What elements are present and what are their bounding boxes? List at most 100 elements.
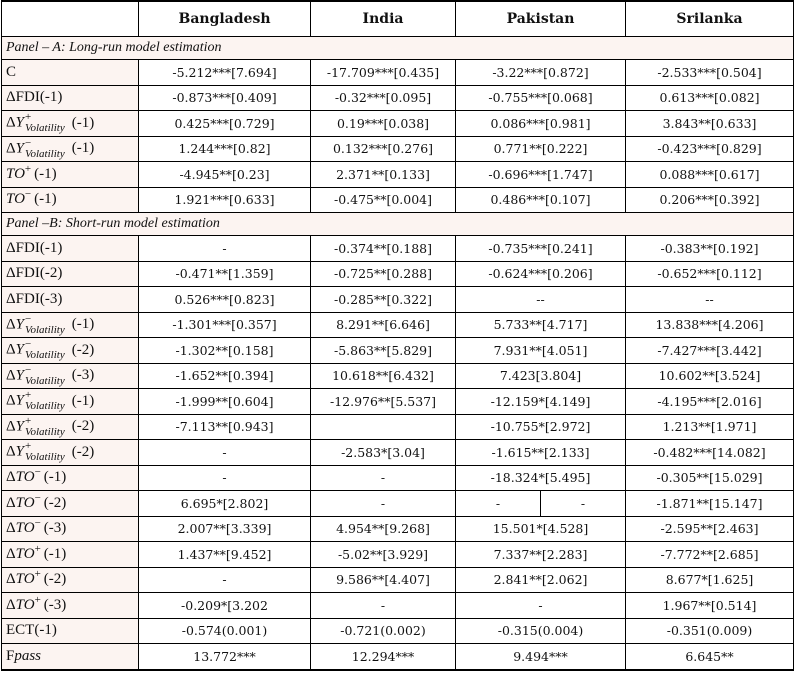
cell-bangladesh: -5.212***[7.694] xyxy=(138,59,311,86)
row-label: TO− (-1) xyxy=(1,186,139,213)
label-lag: (-3) xyxy=(71,367,95,384)
label-text: FDI xyxy=(15,290,40,307)
cell-india: -5.863**[5.829] xyxy=(310,337,456,364)
label-superscript: + xyxy=(25,414,32,427)
table-row: ΔY + Volatility (-1) -1.999**[0.604] -12.976*… xyxy=(1,388,794,415)
delta-symbol: Δ xyxy=(6,341,16,358)
label-variable: TO xyxy=(6,165,25,182)
panel-title: Panel – A: Long-run model estimation xyxy=(1,36,794,60)
label-script: + Volatility xyxy=(25,441,65,463)
label-superscript: − xyxy=(34,517,41,530)
row-label: ΔTO− (-3) xyxy=(1,515,139,542)
label-variable: TO xyxy=(15,596,35,613)
label-script: − Volatility xyxy=(25,312,65,336)
cell-bangladesh: - xyxy=(138,566,311,593)
cell-pakistan: 0.771**[0.222] xyxy=(455,135,626,162)
delta-symbol: Δ xyxy=(6,290,16,307)
label-lag: (-3) xyxy=(43,596,67,613)
label-lag: (-1) xyxy=(34,191,57,208)
row-label: ΔY + Volatility (-1) xyxy=(1,110,139,137)
table-row: Fpass 13.772*** 12.294*** 9.494*** 6.645** xyxy=(1,643,794,671)
label-variable: Y xyxy=(15,316,24,333)
table-row: TO− (-1) 1.921***[0.633] -0.475**[0.004] 0.4… xyxy=(1,186,794,213)
delta-symbol: Δ xyxy=(6,316,16,333)
table-row: ΔTO− (-2) 6.695*[2.802] - - - -1.871**[15.147] xyxy=(1,490,794,517)
cell-india: -2.583*[3.04] xyxy=(310,439,456,466)
cell-bangladesh: -1.652**[0.394] xyxy=(138,362,311,389)
cell-india: -17.709***[0.435] xyxy=(310,59,456,86)
header-india: India xyxy=(310,0,456,37)
label-variable: Y xyxy=(15,114,24,131)
label-lag: (-1) xyxy=(71,316,95,333)
table-row: ΔFDI(-1) -0.873***[0.409] -0.32***[0.095] -… xyxy=(1,84,794,111)
cell-india xyxy=(310,413,456,440)
cell-india: -0.285**[0.322] xyxy=(310,286,456,313)
row-label: ΔTO− (-2) xyxy=(1,490,139,517)
cell-srilanka: -2.595**[2.463] xyxy=(625,515,794,542)
label-lag: (-1) xyxy=(39,239,63,256)
table-row: ΔTO+ (-2) -9.586**[4.407] 2.841**[2.062] 8.6… xyxy=(1,566,794,593)
cell-bangladesh: -0.574(0.001) xyxy=(138,617,311,644)
cell-pakistan: -- xyxy=(455,490,626,517)
label-text: FDI xyxy=(15,239,40,256)
delta-symbol: Δ xyxy=(6,367,16,384)
table-row: ΔTO+ (-3) -0.209*[3.202- -1.967**[0.514] xyxy=(1,592,794,619)
delta-symbol: Δ xyxy=(6,443,16,460)
label-lag: (-3) xyxy=(43,520,67,537)
cell-srilanka: -0.383**[0.192] xyxy=(625,235,794,262)
delta-symbol: Δ xyxy=(6,520,16,537)
cell-india: -12.976**[5.537] xyxy=(310,388,456,415)
cell-srilanka: 6.645** xyxy=(625,643,794,671)
cell-part: - xyxy=(540,491,625,516)
label-lag: (-1) xyxy=(34,165,57,182)
cell-srilanka: 1.213**[1.971] xyxy=(625,413,794,440)
delta-symbol: Δ xyxy=(6,596,16,613)
cell-india: 0.19***[0.038] xyxy=(310,110,456,137)
cell-srilanka: -4.195***[2.016] xyxy=(625,388,794,415)
cell-pakistan: - xyxy=(455,592,626,619)
label-subscript: Volatility xyxy=(25,349,65,362)
cell-india: 0.132***[0.276] xyxy=(310,135,456,162)
row-label: ΔTO+ (-1) xyxy=(1,541,139,568)
row-label: ΔTO+ (-2) xyxy=(1,566,139,593)
cell-pakistan: -0.735***[0.241] xyxy=(455,235,626,262)
delta-symbol: Δ xyxy=(6,392,16,409)
cell-india: 4.954**[9.268] xyxy=(310,515,456,542)
label-script: − Volatility xyxy=(25,137,65,160)
cell-srilanka: -- xyxy=(625,286,794,313)
cell-srilanka: 0.088***[0.617] xyxy=(625,161,794,188)
cell-pakistan: -12.159*[4.149] xyxy=(455,388,626,415)
table-row: C -5.212***[7.694] -17.709***[0.435] -3.22*… xyxy=(1,59,794,86)
label-lag: (-2) xyxy=(71,341,95,358)
cell-india: -0.475**[0.004] xyxy=(310,186,456,213)
label-lag: (-1) xyxy=(43,545,67,562)
delta-symbol: Δ xyxy=(6,239,16,256)
label-lag: (-1) xyxy=(71,392,95,409)
delta-symbol: Δ xyxy=(6,469,16,486)
table-row: ΔTO− (-1) - - -18.324*[5.495] -0.305**[15.029… xyxy=(1,464,794,491)
row-label: ΔY − Volatility (-1) xyxy=(1,311,139,338)
cell-bangladesh: -4.945**[0.23] xyxy=(138,161,311,188)
label-superscript: − xyxy=(25,312,32,325)
label-superscript: + xyxy=(34,568,41,581)
delta-symbol: Δ xyxy=(6,114,16,131)
label-variable: TO xyxy=(15,520,35,537)
cell-bangladesh: 0.425***[0.729] xyxy=(138,110,311,137)
cell-srilanka: -0.652***[0.112] xyxy=(625,260,794,287)
cell-india: 8.291**[6.646] xyxy=(310,311,456,338)
split-cell: -- xyxy=(456,491,625,516)
label-lag: (-1) xyxy=(43,469,67,486)
cell-bangladesh: -0.209*[3.202 xyxy=(138,592,311,619)
cell-pakistan: -0.624***[0.206] xyxy=(455,260,626,287)
label-lag: (-1) xyxy=(39,89,63,106)
label-text: C xyxy=(6,63,17,80)
row-label: ΔY − Volatility (-3) xyxy=(1,362,139,389)
row-label: ΔFDI(-2) xyxy=(1,260,139,287)
label-superscript: + xyxy=(25,111,32,124)
cell-pakistan: 0.086***[0.981] xyxy=(455,110,626,137)
label-superscript: + xyxy=(24,162,32,175)
table-row: TO+ (-1) -4.945**[0.23] 2.371**[0.133] -0.69… xyxy=(1,161,794,188)
cell-pakistan: 9.494*** xyxy=(455,643,626,671)
cell-bangladesh: 1.921***[0.633] xyxy=(138,186,311,213)
